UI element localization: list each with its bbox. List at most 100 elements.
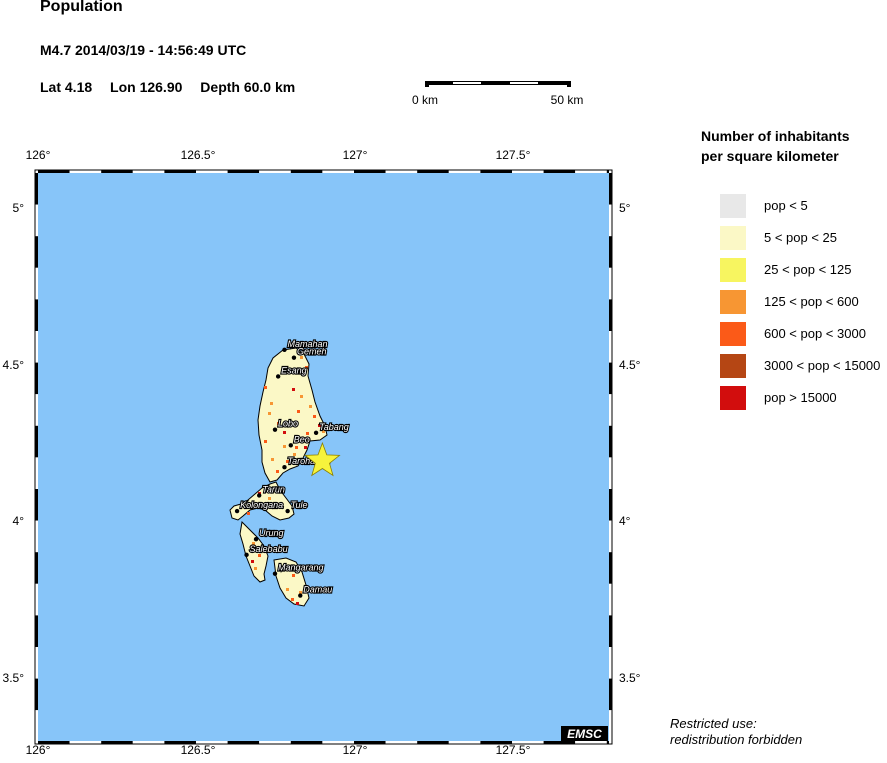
lat-tick-right: 4° <box>619 514 631 528</box>
city-dot <box>257 493 262 498</box>
city-dot <box>291 355 297 360</box>
population-cell <box>252 542 255 545</box>
star-icon <box>304 441 341 477</box>
city-marker: Tabang <box>313 421 350 435</box>
legend-title: Number of inhabitants per square kilomet… <box>701 126 887 166</box>
population-cell <box>292 574 295 577</box>
island-landmass <box>229 347 328 607</box>
city-dot <box>253 537 259 542</box>
population-cell <box>300 356 303 359</box>
legend-label: 125 < pop < 600 <box>764 294 859 309</box>
population-cell <box>300 395 303 398</box>
city-marker: Tule <box>285 499 309 514</box>
city-dot <box>285 508 290 514</box>
legend-swatch <box>720 194 746 218</box>
lat-tick-left: 4° <box>13 514 25 528</box>
legend-title-line: per square kilometer <box>701 148 839 164</box>
city-marker: Mangarang <box>272 562 325 576</box>
city-dot <box>282 465 287 470</box>
population-density-cells <box>247 356 325 605</box>
city-label: Kolongana <box>240 500 283 510</box>
scale-bar: 0 km 50 km <box>412 81 584 107</box>
lat-tick-right: 4.5° <box>619 358 641 372</box>
population-cell <box>283 445 286 448</box>
lon-tick-top: 127° <box>343 148 368 162</box>
city-label: Gemeh <box>297 347 327 357</box>
lat-tick-right: 5° <box>619 201 631 215</box>
lon-tick-top: 126° <box>26 148 51 162</box>
population-cell <box>247 512 250 515</box>
population-cell <box>268 412 271 415</box>
lat-tick-left: 3.5° <box>3 671 25 685</box>
longitude-value: Lon 126.90 <box>110 79 183 95</box>
watermark-text: EMSC <box>567 727 602 741</box>
usage-notice-line: Restricted use: <box>670 716 757 731</box>
population-cell <box>254 567 257 570</box>
scale-label-start: 0 km <box>412 93 438 107</box>
legend: Number of inhabitants per square kilomet… <box>701 126 887 418</box>
population-cell <box>304 446 307 449</box>
city-label: Urung <box>259 528 284 538</box>
population-cell <box>286 588 289 591</box>
kabaruan-island <box>239 520 269 583</box>
city-marker: Mamahan <box>282 338 329 353</box>
city-label: Salebabu <box>250 544 288 554</box>
city-label: Tabang <box>319 422 349 432</box>
legend-swatch <box>720 258 746 282</box>
lon-tick-bottom: 126° <box>26 743 51 757</box>
population-cell <box>277 422 280 425</box>
graticule-labels: 126° 126.5° 127° 127.5° 126° 126.5° 127°… <box>3 148 641 757</box>
population-cell <box>297 410 300 413</box>
city-marker: Gemeh <box>291 346 328 360</box>
city-label: Mamahan <box>287 339 327 349</box>
emsc-watermark: EMSC <box>561 726 608 741</box>
population-cell <box>309 405 312 408</box>
legend-item: 600 < pop < 3000 <box>701 322 887 354</box>
legend-swatch <box>720 322 746 346</box>
lon-tick-bottom: 127° <box>343 743 368 757</box>
legend-item: pop < 5 <box>701 194 887 226</box>
page-title: Population <box>40 0 123 15</box>
population-cell <box>271 458 274 461</box>
lat-tick-right: 3.5° <box>619 671 641 685</box>
population-cell <box>293 453 296 456</box>
lon-tick-bottom: 126.5° <box>181 743 216 757</box>
city-dot <box>298 593 303 598</box>
legend-swatch <box>720 290 746 314</box>
event-info: M4.7 2014/03/19 - 14:56:49 UTC <box>40 42 247 58</box>
latitude-value: Lat 4.18 <box>40 79 93 95</box>
population-cell <box>299 591 302 594</box>
population-cell <box>268 497 271 500</box>
population-cell <box>300 440 303 443</box>
legend-item: 5 < pop < 25 <box>701 226 887 258</box>
legend-label: 3000 < pop < 15000 <box>764 358 881 373</box>
population-cell <box>251 560 254 563</box>
city-marker: Beo <box>288 433 311 448</box>
city-marker: Tarun <box>257 483 286 498</box>
population-cell <box>296 602 299 605</box>
usage-notice: Restricted use: redistribution forbidden <box>670 716 802 748</box>
city-marker: Lobo <box>272 418 299 432</box>
city-marker: Esang <box>275 364 308 379</box>
population-cell <box>318 424 321 427</box>
legend-item: 3000 < pop < 15000 <box>701 354 887 386</box>
legend-item: 25 < pop < 125 <box>701 258 887 290</box>
lon-tick-bottom: 127.5° <box>496 743 531 757</box>
scale-label-end: 50 km <box>551 93 584 107</box>
city-label: Lobo <box>278 419 298 429</box>
city-dot <box>244 552 249 558</box>
legend-label: pop > 15000 <box>764 390 837 405</box>
city-dot <box>282 347 287 353</box>
legend-swatch <box>720 354 746 378</box>
lat-tick-left: 4.5° <box>3 358 25 372</box>
population-cell <box>291 598 294 601</box>
map-frame <box>34 169 613 745</box>
city-label: Beo <box>294 434 310 444</box>
event-coordinates: Lat 4.18 Lon 126.90 Depth 60.0 km <box>40 79 309 95</box>
karakelang-island <box>257 347 328 483</box>
city-label: Tarun <box>262 484 285 494</box>
population-cell <box>306 432 309 435</box>
city-dot <box>288 443 293 448</box>
population-map: 126° 126.5° 127° 127.5° 126° 126.5° 127°… <box>3 148 641 757</box>
lat-tick-left: 5° <box>13 201 25 215</box>
